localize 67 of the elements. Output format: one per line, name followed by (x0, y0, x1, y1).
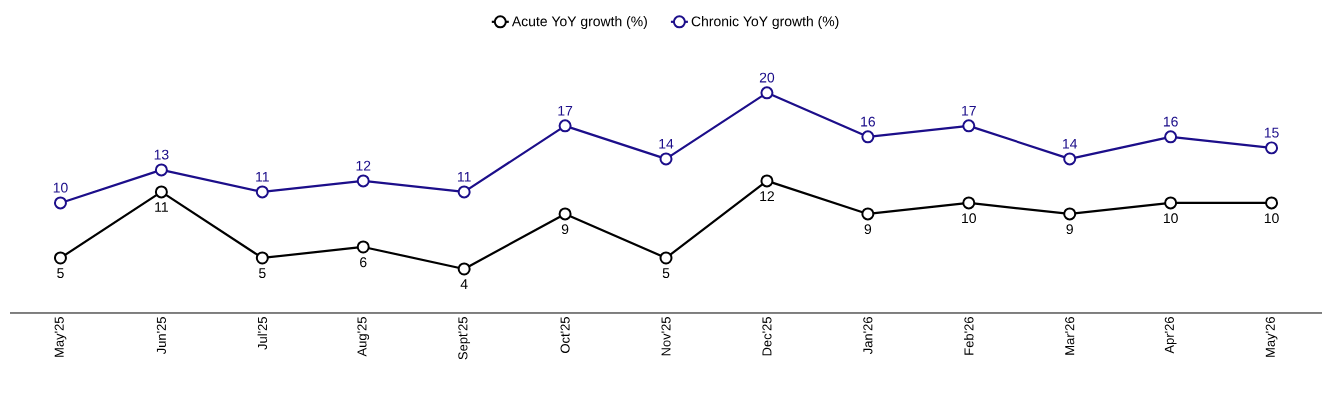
legend-label: Acute YoY growth (%) (511, 16, 647, 30)
x-tick-label: May'26 (1265, 317, 1278, 357)
point (457, 185, 471, 199)
point (558, 119, 572, 133)
x-tick-label: Apr'26 (1164, 317, 1177, 354)
point (962, 196, 976, 210)
data-label: 15 (1264, 127, 1279, 138)
data-label: 6 (360, 257, 367, 268)
data-label: 17 (558, 105, 573, 116)
point (760, 86, 774, 100)
x-tick-label: Jun'25 (156, 317, 166, 355)
point (53, 251, 67, 265)
data-label: 9 (561, 224, 569, 235)
data-label: 10 (1163, 213, 1178, 224)
point (558, 207, 572, 221)
x-tick-label: Sept'25 (458, 317, 471, 360)
point (1265, 196, 1279, 210)
point (659, 251, 673, 265)
data-label: 12 (356, 160, 371, 171)
data-label: 5 (57, 268, 64, 279)
point (255, 251, 269, 265)
x-tick-label: Aug'25 (357, 317, 370, 357)
data-label: 10 (962, 213, 976, 224)
point (356, 174, 370, 188)
point (962, 119, 976, 133)
data-label: 13 (154, 149, 169, 160)
point (1164, 196, 1178, 210)
data-label: 14 (1063, 138, 1078, 149)
point (861, 130, 875, 144)
point (1164, 130, 1178, 144)
point (154, 185, 168, 199)
x-tick-label: May'25 (54, 317, 67, 357)
x-tick-label: Jan'26 (863, 317, 873, 355)
data-label: 5 (662, 268, 670, 279)
point (1063, 207, 1077, 221)
data-label: 10 (1264, 213, 1279, 224)
data-label: 11 (256, 172, 269, 182)
legend-label: Chronic YoY growth (%) (691, 16, 839, 30)
data-label: 20 (759, 72, 775, 83)
data-label: 9 (1066, 224, 1073, 235)
point (356, 240, 370, 254)
data-label: 9 (864, 224, 872, 235)
data-label: 5 (258, 268, 266, 279)
x-tick-label: Oct'25 (560, 317, 570, 353)
x-tick-label: Jul'25 (257, 317, 268, 350)
data-label: 11 (457, 172, 471, 182)
data-label: 16 (1163, 116, 1178, 127)
point (861, 207, 875, 221)
x-tick-label: Dec'25 (762, 317, 772, 356)
x-tick-label: Mar'26 (1065, 317, 1075, 355)
point (1265, 141, 1279, 155)
point (1063, 152, 1077, 166)
point (457, 262, 471, 276)
data-label: 14 (659, 138, 674, 149)
data-label: 4 (460, 279, 468, 289)
point (760, 174, 774, 188)
data-label: 10 (53, 182, 68, 193)
data-label: 17 (962, 105, 976, 116)
point (659, 152, 673, 166)
data-label: 16 (861, 116, 875, 127)
data-label: 12 (760, 191, 774, 201)
point (154, 163, 168, 177)
point (53, 196, 67, 210)
x-tick-label: Nov'25 (661, 317, 671, 356)
data-label: 11 (155, 202, 168, 212)
x-tick-label: Feb'26 (964, 317, 974, 355)
point (255, 185, 269, 199)
